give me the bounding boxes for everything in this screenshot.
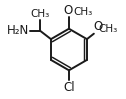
Text: CH₃: CH₃ bbox=[30, 9, 50, 19]
Text: O: O bbox=[94, 20, 103, 33]
Text: CH₃: CH₃ bbox=[73, 7, 92, 17]
Text: Cl: Cl bbox=[63, 81, 75, 94]
Text: O: O bbox=[64, 4, 73, 17]
Text: H₂N: H₂N bbox=[7, 24, 29, 37]
Text: CH₃: CH₃ bbox=[99, 24, 118, 34]
